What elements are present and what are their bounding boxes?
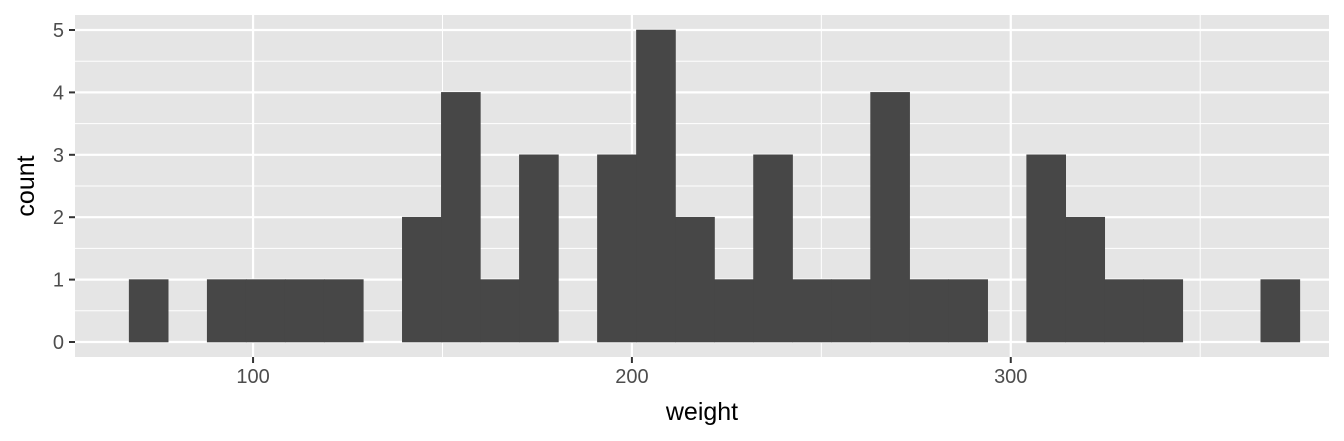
y-tick-label: 3	[53, 145, 64, 167]
histogram-bar	[245, 279, 286, 343]
histogram-bar	[1104, 279, 1145, 343]
y-axis-title: count	[12, 155, 40, 216]
histogram-bar	[402, 216, 442, 343]
histogram-bar	[909, 279, 949, 343]
histogram-bar	[753, 154, 793, 343]
histogram-bar	[1143, 279, 1184, 343]
x-tick-label: 100	[236, 366, 269, 388]
histogram-bar	[206, 279, 247, 343]
histogram-bar	[870, 92, 910, 343]
histogram-bar	[675, 216, 715, 343]
y-tick-label: 5	[53, 20, 64, 42]
histogram-bars	[128, 29, 1301, 343]
histogram-bar	[831, 279, 871, 343]
y-tick-label: 0	[53, 332, 64, 354]
x-axis-title: weight	[665, 398, 738, 426]
y-tick-label: 2	[53, 207, 64, 229]
histogram-bar	[597, 154, 637, 343]
y-tick-label: 4	[53, 82, 64, 104]
x-tick-label: 300	[994, 366, 1027, 388]
histogram-bar	[1065, 216, 1106, 343]
histogram-bar	[948, 279, 988, 343]
x-axis: 100 200 300	[236, 357, 1027, 388]
histogram-bar	[714, 279, 754, 343]
histogram-bar	[1260, 279, 1301, 343]
y-tick-label: 1	[53, 270, 64, 292]
histogram-bar	[792, 279, 832, 343]
histogram-bar	[323, 279, 364, 343]
histogram-bar	[128, 279, 169, 343]
histogram-bar	[441, 92, 481, 343]
x-tick-label: 200	[615, 366, 648, 388]
y-axis: 0 1 2 3 4 5	[53, 20, 75, 354]
histogram-bar	[480, 279, 520, 343]
histogram-bar	[1026, 154, 1066, 343]
histogram-bar	[284, 279, 325, 343]
histogram-bar	[519, 154, 559, 343]
histogram-bar	[636, 29, 676, 343]
